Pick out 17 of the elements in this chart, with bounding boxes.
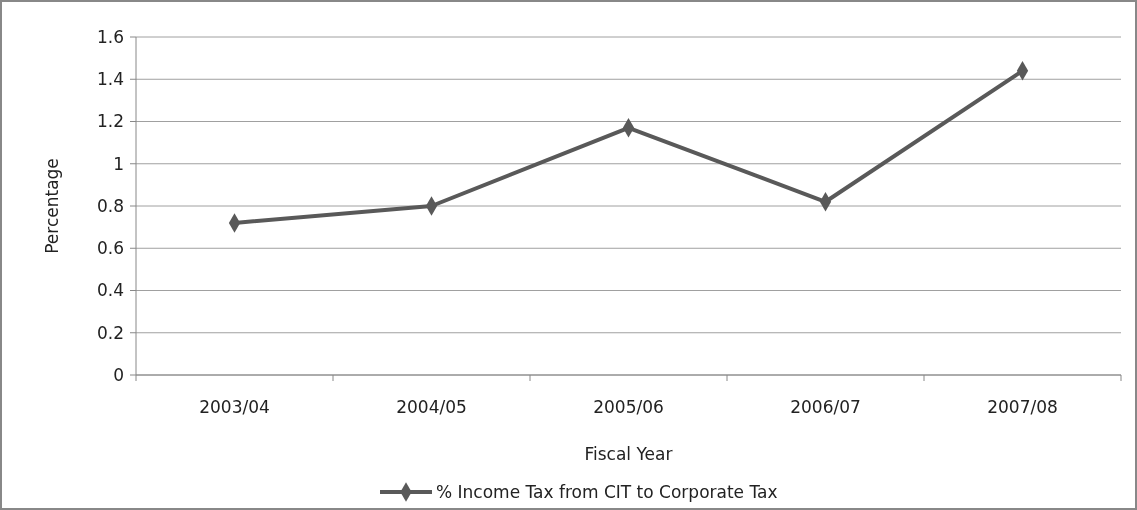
y-tick-label: 0.8 <box>96 195 124 216</box>
x-tick-label: 2007/08 <box>987 397 1058 417</box>
y-tick-label: 1.2 <box>96 111 124 132</box>
x-tick-label: 2004/05 <box>396 397 467 417</box>
y-tick-label: 1 <box>113 153 124 174</box>
x-tick-label: 2005/06 <box>593 397 664 417</box>
y-axis-title: Percentage <box>42 158 62 254</box>
y-tick-label: 1.4 <box>96 69 124 90</box>
y-tick-label: 0.4 <box>96 280 124 301</box>
x-tick-label: 2006/07 <box>790 397 861 417</box>
y-tick-label: 0.6 <box>96 238 124 259</box>
x-tick-label: 2003/04 <box>199 397 270 417</box>
x-axis-title: Fiscal Year <box>584 444 673 464</box>
legend-label: % Income Tax from CIT to Corporate Tax <box>436 481 778 502</box>
y-tick-label: 0.2 <box>96 322 124 343</box>
y-tick-label: 0 <box>113 364 124 385</box>
y-tick-label: 1.6 <box>96 26 124 47</box>
